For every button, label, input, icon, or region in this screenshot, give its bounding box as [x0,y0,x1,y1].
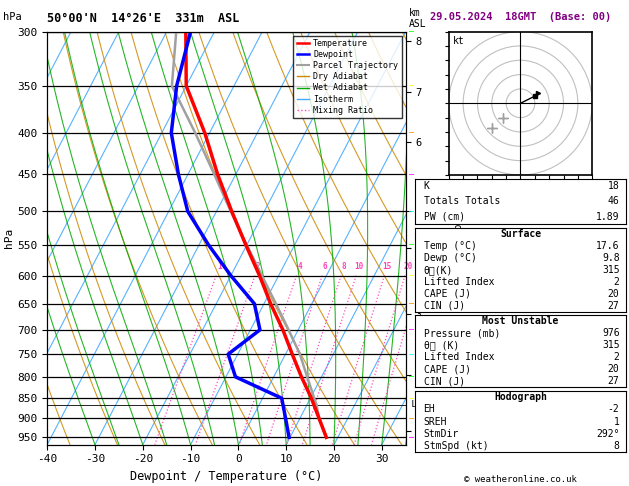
Text: Most Unstable: Most Unstable [482,316,559,327]
Text: Pressure (mb): Pressure (mb) [423,329,500,338]
Text: 6: 6 [323,262,328,271]
Text: CAPE (J): CAPE (J) [423,364,470,374]
Text: Temp (°C): Temp (°C) [423,241,476,251]
Text: Hodograph: Hodograph [494,392,547,402]
Text: PW (cm): PW (cm) [423,211,465,222]
Text: SREH: SREH [423,417,447,427]
Text: 15: 15 [382,262,392,271]
Text: Mixing Ratio (g/kg): Mixing Ratio (g/kg) [455,182,464,294]
Text: 4: 4 [298,262,302,271]
Text: 2: 2 [614,277,620,287]
Text: 1.89: 1.89 [596,211,620,222]
Text: 315: 315 [602,340,620,350]
Text: 20: 20 [608,364,620,374]
Text: 25: 25 [420,262,429,271]
Y-axis label: hPa: hPa [4,228,14,248]
Text: 46: 46 [608,196,620,207]
Text: 29.05.2024  18GMT  (Base: 00): 29.05.2024 18GMT (Base: 00) [430,12,611,22]
Text: Lifted Index: Lifted Index [423,277,494,287]
Text: —: — [409,241,414,249]
Text: 8: 8 [614,441,620,451]
Text: 27: 27 [608,300,620,311]
Text: 20: 20 [608,289,620,298]
Text: EH: EH [423,404,435,415]
Text: —: — [409,414,414,423]
Text: 20: 20 [403,262,413,271]
Text: StmDir: StmDir [423,429,459,439]
Text: 1: 1 [217,262,222,271]
Text: CAPE (J): CAPE (J) [423,289,470,298]
Text: Surface: Surface [500,229,541,239]
Text: Lifted Index: Lifted Index [423,352,494,363]
Text: 9.8: 9.8 [602,253,620,263]
Text: 10: 10 [355,262,364,271]
Text: —: — [409,27,414,36]
Text: —: — [409,433,414,442]
Text: —: — [409,170,414,179]
Text: -2: -2 [608,404,620,415]
Text: hPa: hPa [3,12,22,22]
Text: θᴄ (K): θᴄ (K) [423,340,459,350]
Text: —: — [409,81,414,90]
Text: —: — [409,299,414,308]
Text: —: — [409,349,414,359]
Text: 2: 2 [614,352,620,363]
Text: —: — [409,207,414,216]
Text: 27: 27 [608,376,620,386]
Text: CIN (J): CIN (J) [423,300,465,311]
Text: Dewp (°C): Dewp (°C) [423,253,476,263]
Text: © weatheronline.co.uk: © weatheronline.co.uk [464,474,577,484]
Text: K: K [423,181,430,191]
Text: 50°00'N  14°26'E  331m  ASL: 50°00'N 14°26'E 331m ASL [47,12,240,25]
Legend: Temperature, Dewpoint, Parcel Trajectory, Dry Adiabat, Wet Adiabat, Isotherm, Mi: Temperature, Dewpoint, Parcel Trajectory… [293,36,401,118]
Text: —: — [409,128,414,138]
Text: 17.6: 17.6 [596,241,620,251]
Text: —: — [409,394,414,403]
Text: —: — [409,271,414,280]
Text: LCL: LCL [406,400,427,409]
Text: 2: 2 [256,262,260,271]
Text: 1: 1 [614,417,620,427]
Text: Totals Totals: Totals Totals [423,196,500,207]
Text: θᴄ(K): θᴄ(K) [423,265,453,275]
Text: 18: 18 [608,181,620,191]
X-axis label: Dewpoint / Temperature (°C): Dewpoint / Temperature (°C) [130,470,323,483]
Text: CIN (J): CIN (J) [423,376,465,386]
Text: —: — [409,325,414,334]
Text: km
ASL: km ASL [409,8,426,29]
Text: 315: 315 [602,265,620,275]
Text: 8: 8 [342,262,347,271]
Text: kt: kt [453,36,465,46]
Text: 976: 976 [602,329,620,338]
Text: 292°: 292° [596,429,620,439]
Text: —: — [409,372,414,382]
Text: StmSpd (kt): StmSpd (kt) [423,441,488,451]
